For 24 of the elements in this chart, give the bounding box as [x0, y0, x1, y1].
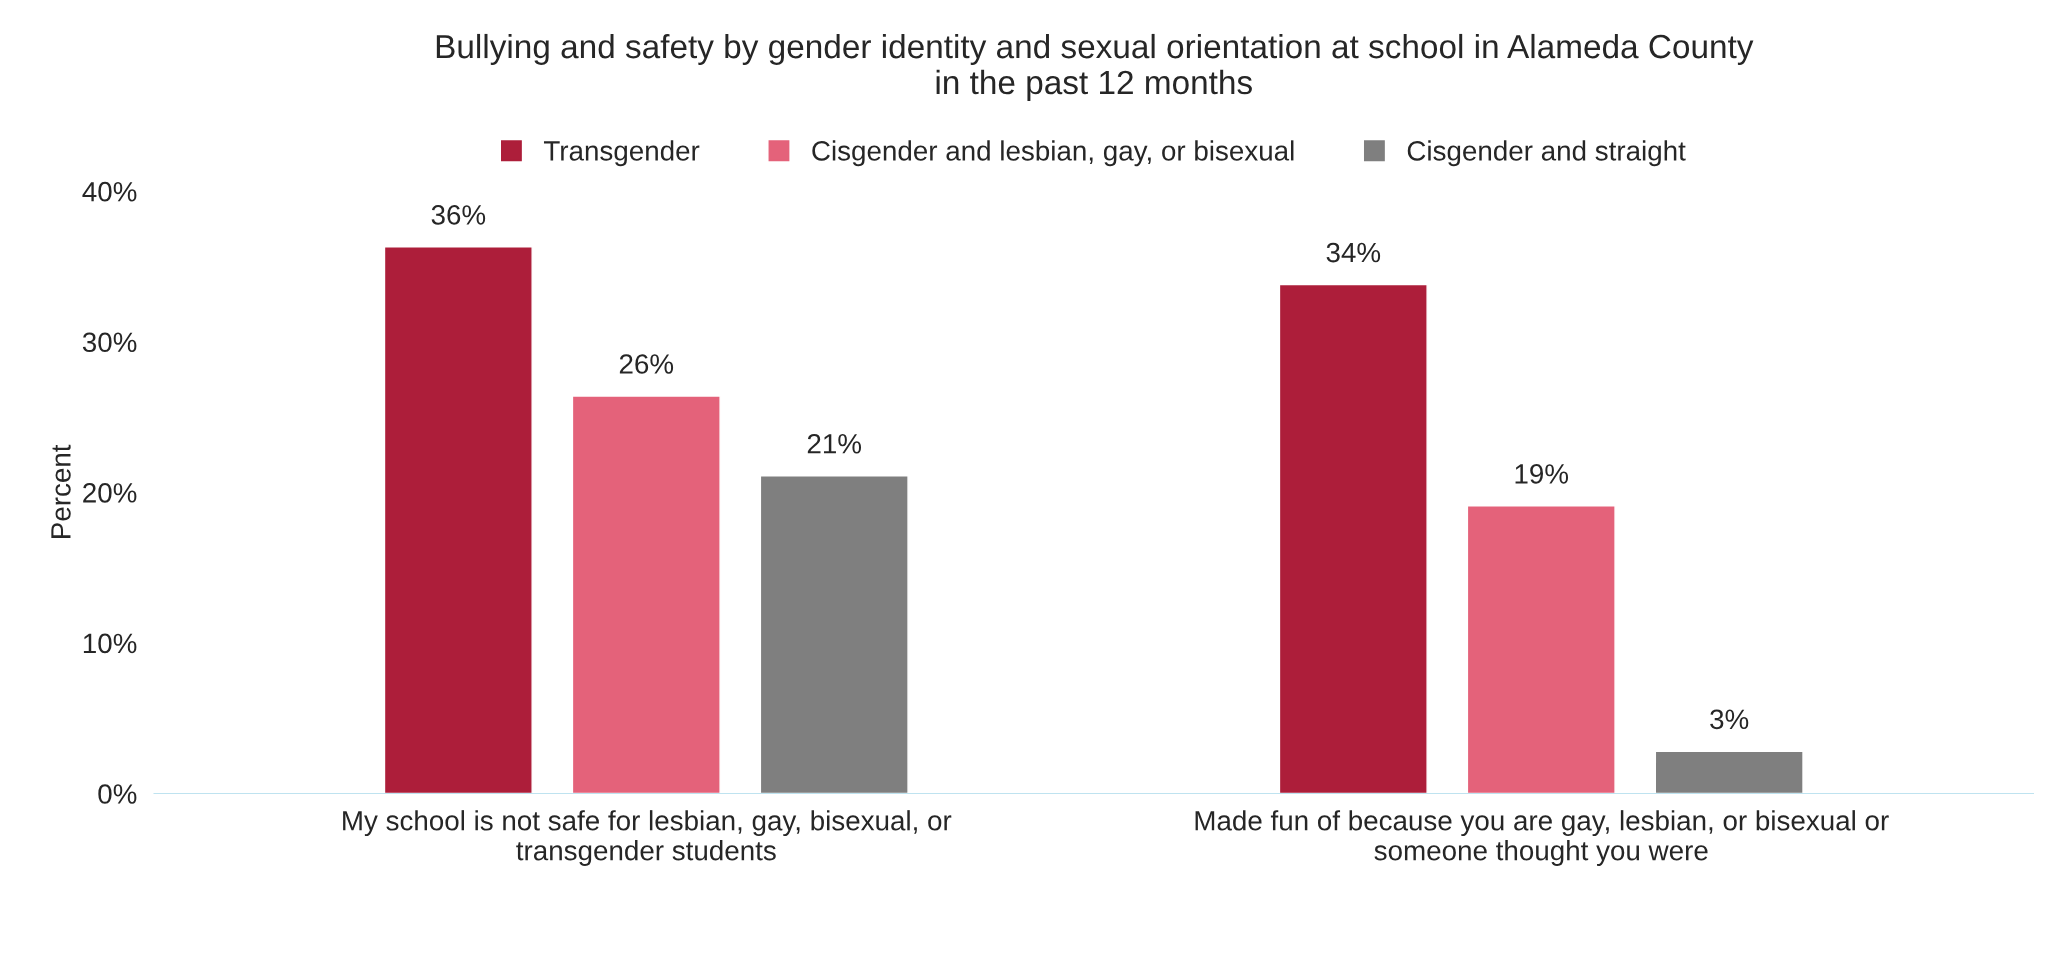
- data-label: 19%: [1515, 464, 1569, 484]
- data-label: 21%: [807, 433, 862, 454]
- x-tick-label: My school is not safe for lesbian, gay, bisexual, or transgender students: [343, 810, 952, 866]
- y-tick-label: 0%: [98, 784, 137, 804]
- x-tick-label: Made fun of because you are gay, lesbian, or bisexual or someone thought you were: [1195, 810, 1889, 866]
- bar: [383, 246, 533, 794]
- bar: [1654, 750, 1804, 794]
- data-label: 3%: [1710, 709, 1749, 730]
- y-tick-label: 10%: [83, 633, 137, 654]
- data-label: 26%: [619, 354, 674, 374]
- legend-label: Transgender: [543, 140, 700, 167]
- bar: [759, 475, 909, 794]
- chart-title: Bullying and safety by gender identity and sexual orientation at school in Alameda County in the past 12 months: [436, 33, 1754, 101]
- y-tick-label: 20%: [83, 483, 137, 503]
- legend-label: Cisgender and lesbian, gay, or bisexual: [812, 140, 1294, 167]
- legend-label: Cisgender and straight: [1407, 140, 1686, 167]
- y-tick-label: 30%: [82, 332, 137, 353]
- bar: [1466, 505, 1616, 794]
- y-axis-title: Percent: [51, 444, 71, 538]
- data-label: 36%: [431, 205, 486, 225]
- bar: [571, 395, 721, 794]
- bar: [1278, 283, 1428, 794]
- data-label: 34%: [1326, 242, 1381, 263]
- y-tick-label: 40%: [82, 181, 137, 202]
